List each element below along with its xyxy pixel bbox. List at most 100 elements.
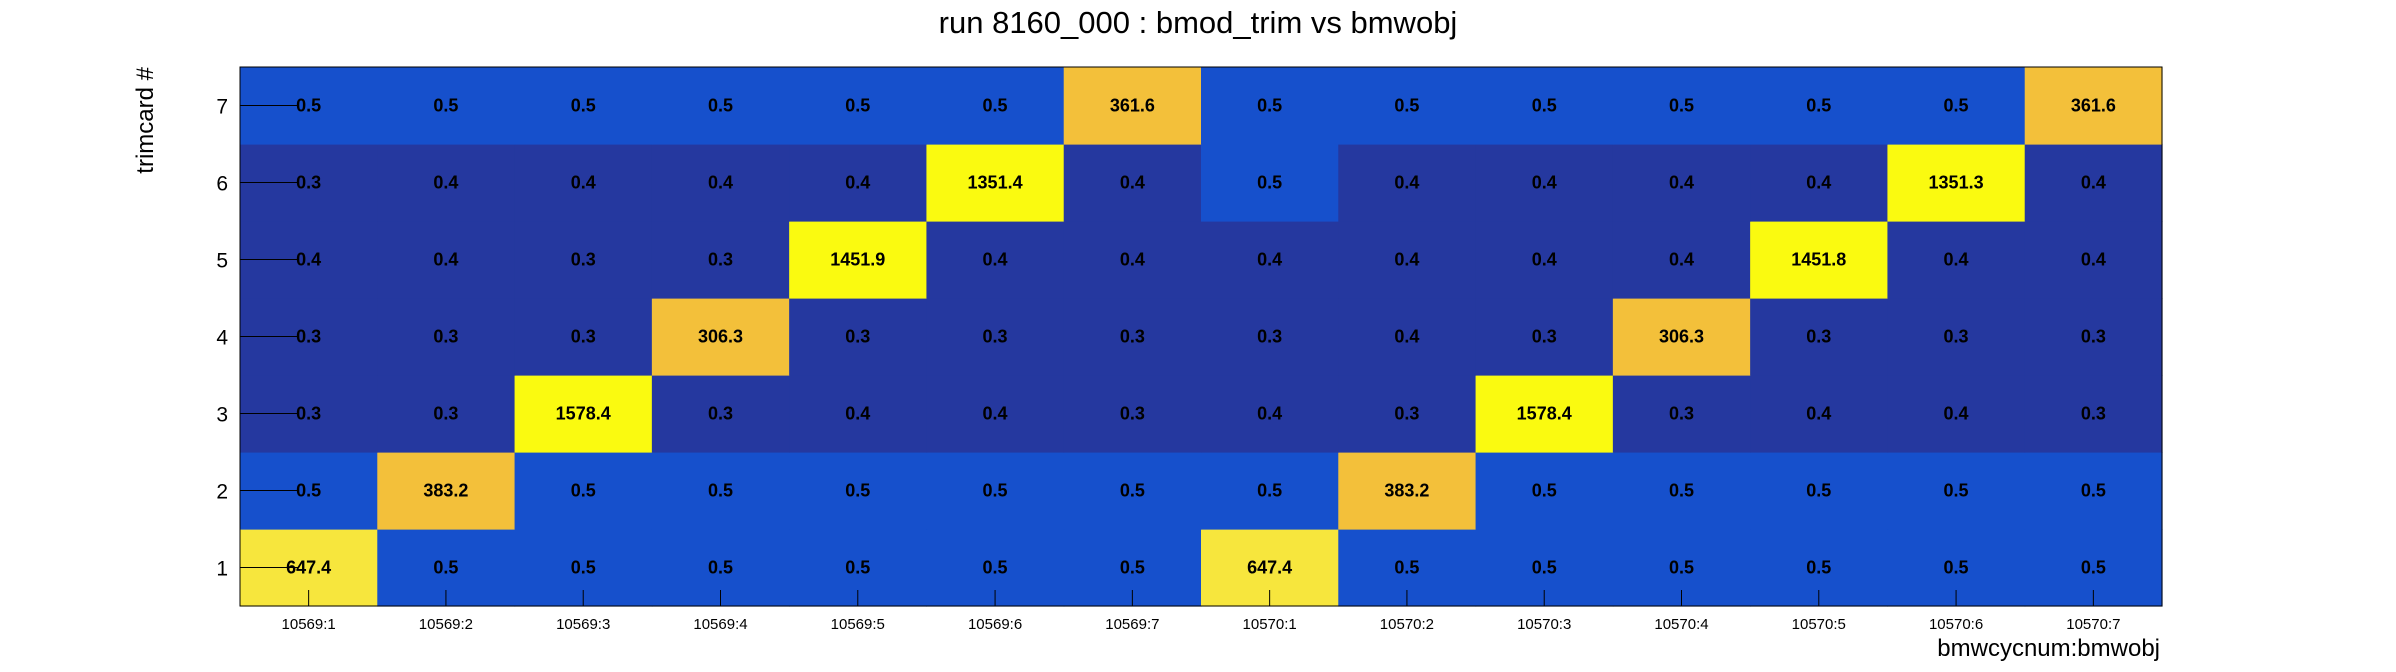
cell-value-label: 0.4 bbox=[1394, 327, 1419, 347]
cell-value-label: 0.3 bbox=[708, 250, 733, 270]
cell-value-label: 306.3 bbox=[698, 327, 743, 347]
cell-value-label: 0.5 bbox=[708, 481, 733, 501]
heatmap-cell bbox=[2024, 67, 2163, 145]
y-tick-label: 7 bbox=[216, 96, 228, 119]
heatmap-cell bbox=[1750, 144, 1889, 222]
y-tick-label: 5 bbox=[216, 250, 228, 273]
cell-value-label: 1351.3 bbox=[1929, 173, 1984, 193]
heatmap-cell bbox=[789, 67, 928, 145]
cell-value-label: 0.5 bbox=[1394, 558, 1419, 578]
heatmap-cell bbox=[1475, 67, 1614, 145]
cell-value-label: 0.4 bbox=[845, 173, 870, 193]
cell-value-label: 0.5 bbox=[1806, 96, 1831, 116]
heatmap-cell bbox=[1338, 67, 1477, 145]
cell-value-label: 0.5 bbox=[1806, 481, 1831, 501]
x-tick-label: 10569:7 bbox=[1105, 616, 1159, 633]
heatmap-cell bbox=[789, 221, 928, 299]
heatmap-cell bbox=[651, 221, 790, 299]
cell-value-label: 0.5 bbox=[983, 96, 1008, 116]
cell-value-label: 0.5 bbox=[1532, 481, 1557, 501]
cell-value-label: 0.4 bbox=[708, 173, 733, 193]
cell-value-label: 361.6 bbox=[2071, 96, 2116, 116]
heatmap-cell bbox=[789, 452, 928, 530]
cell-value-label: 0.3 bbox=[433, 404, 458, 424]
cell-value-label: 0.3 bbox=[433, 327, 458, 347]
y-axis-label: trimcard # bbox=[132, 66, 159, 173]
cell-value-label: 1451.8 bbox=[1791, 250, 1846, 270]
cell-value-label: 0.5 bbox=[708, 558, 733, 578]
heatmap-cell bbox=[2024, 375, 2163, 453]
heatmap-cell bbox=[514, 144, 653, 222]
heatmap-cell bbox=[651, 452, 790, 530]
cell-value-label: 0.4 bbox=[1669, 250, 1694, 270]
cell-value-label: 0.4 bbox=[1944, 404, 1969, 424]
heatmap-cell bbox=[1750, 67, 1889, 145]
heatmap-cell bbox=[1612, 298, 1751, 376]
cell-value-label: 1351.4 bbox=[968, 173, 1023, 193]
cell-value-label: 0.5 bbox=[433, 96, 458, 116]
cell-value-label: 0.4 bbox=[1394, 250, 1419, 270]
heatmap-cell bbox=[2024, 298, 2163, 376]
cell-value-label: 0.5 bbox=[1806, 558, 1831, 578]
heatmap-cell bbox=[926, 221, 1065, 299]
cell-value-label: 0.3 bbox=[2081, 327, 2106, 347]
heatmap-cell bbox=[926, 375, 1065, 453]
heatmap-cell bbox=[651, 67, 790, 145]
cell-value-label: 0.4 bbox=[1806, 173, 1831, 193]
chart-title: run 8160_000 : bmod_trim vs bmwobj bbox=[939, 5, 1458, 40]
heatmap-cell bbox=[1338, 221, 1477, 299]
cell-value-label: 0.5 bbox=[845, 481, 870, 501]
cell-value-label: 0.3 bbox=[1120, 327, 1145, 347]
cell-value-label: 0.4 bbox=[1532, 250, 1557, 270]
cell-value-label: 383.2 bbox=[1384, 481, 1429, 501]
x-tick-label: 10569:5 bbox=[831, 616, 885, 633]
cell-value-label: 647.4 bbox=[286, 558, 331, 578]
heatmap-cell bbox=[1063, 375, 1202, 453]
cell-value-label: 0.4 bbox=[1257, 404, 1282, 424]
cell-value-label: 0.4 bbox=[1120, 250, 1145, 270]
heatmap-cell bbox=[2024, 452, 2163, 530]
cell-value-label: 0.4 bbox=[1669, 173, 1694, 193]
cell-value-label: 0.5 bbox=[571, 558, 596, 578]
cell-value-label: 0.3 bbox=[1944, 327, 1969, 347]
cell-value-label: 0.5 bbox=[983, 558, 1008, 578]
heatmap-cell bbox=[926, 67, 1065, 145]
x-tick-label: 10569:1 bbox=[282, 616, 336, 633]
cell-value-label: 1578.4 bbox=[556, 404, 611, 424]
heatmap-cell bbox=[926, 452, 1065, 530]
heatmap-cell bbox=[1338, 144, 1477, 222]
cell-value-label: 0.5 bbox=[708, 96, 733, 116]
cell-value-label: 1578.4 bbox=[1517, 404, 1572, 424]
heatmap-cell bbox=[926, 144, 1065, 222]
heatmap-cell bbox=[514, 452, 653, 530]
heatmap-cell bbox=[1887, 144, 2026, 222]
heatmap-cell bbox=[1475, 375, 1614, 453]
cell-value-label: 0.5 bbox=[1120, 481, 1145, 501]
heatmap-cell bbox=[1612, 67, 1751, 145]
cell-value-label: 0.4 bbox=[433, 173, 458, 193]
heatmap-cell bbox=[1475, 298, 1614, 376]
heatmap-cell bbox=[2024, 221, 2163, 299]
cell-value-label: 0.4 bbox=[1120, 173, 1145, 193]
cell-value-label: 0.4 bbox=[845, 404, 870, 424]
heatmap-cell bbox=[1338, 375, 1477, 453]
heatmap-cell bbox=[377, 221, 516, 299]
cell-value-label: 0.5 bbox=[1532, 558, 1557, 578]
cell-value-label: 0.3 bbox=[571, 327, 596, 347]
heatmap-cell bbox=[1201, 221, 1339, 299]
cell-value-label: 0.5 bbox=[1669, 558, 1694, 578]
heatmap-cell bbox=[1063, 452, 1202, 530]
cell-value-label: 0.4 bbox=[1257, 250, 1282, 270]
x-tick-label: 10570:4 bbox=[1654, 616, 1708, 633]
heatmap-cell bbox=[789, 375, 928, 453]
cell-value-label: 0.5 bbox=[1944, 558, 1969, 578]
heatmap-cell bbox=[1750, 221, 1889, 299]
cell-value-label: 0.3 bbox=[296, 173, 321, 193]
x-tick-label: 10570:3 bbox=[1517, 616, 1571, 633]
cell-value-label: 0.5 bbox=[433, 558, 458, 578]
heatmap-cell bbox=[651, 375, 790, 453]
cell-value-label: 0.5 bbox=[1257, 481, 1282, 501]
heatmap-cell bbox=[514, 375, 653, 453]
heatmap-cells bbox=[240, 67, 2163, 607]
